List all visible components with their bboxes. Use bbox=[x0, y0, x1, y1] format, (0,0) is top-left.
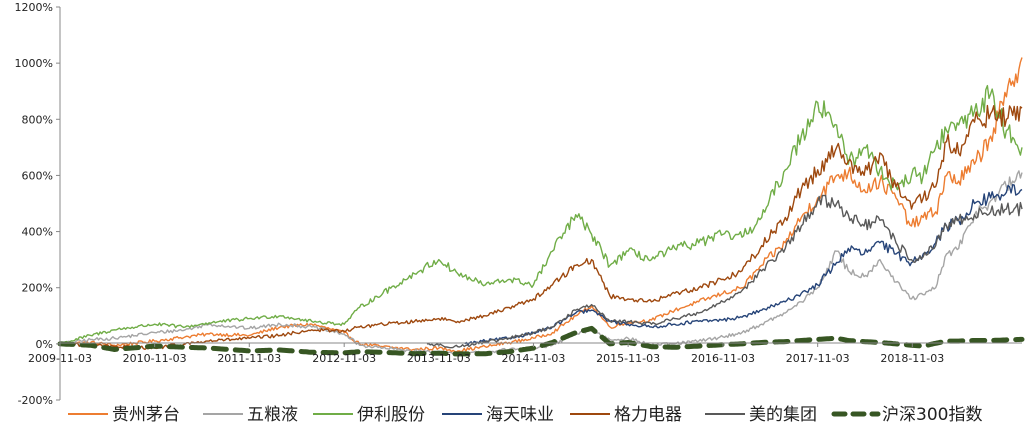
x-tick-label: 2009-11-03 bbox=[28, 352, 92, 365]
y-tick-label: 600% bbox=[22, 169, 53, 182]
series-line-5 bbox=[59, 104, 1023, 350]
legend-label: 海天味业 bbox=[486, 405, 554, 425]
x-tick-label: 2011-11-03 bbox=[217, 352, 281, 365]
legend-item-6: 美的集团 bbox=[705, 405, 817, 425]
legend-label: 沪深300指数 bbox=[882, 405, 982, 425]
legend-label: 格力电器 bbox=[614, 405, 682, 425]
legend-item-3: 伊利股份 bbox=[313, 405, 425, 425]
y-tick-label: 800% bbox=[22, 113, 53, 126]
series-line-1 bbox=[59, 57, 1023, 353]
x-tick-label: 2012-11-03 bbox=[312, 352, 376, 365]
legend-item-4: 海天味业 bbox=[442, 405, 554, 425]
series-line-3 bbox=[59, 84, 1023, 345]
y-tick-label: 400% bbox=[22, 226, 53, 239]
y-tick-label: -200% bbox=[18, 394, 53, 407]
legend-label: 美的集团 bbox=[749, 405, 817, 425]
legend-label: 贵州茅台 bbox=[112, 405, 180, 425]
y-tick-label: 1200% bbox=[15, 1, 53, 14]
x-tick-label: 2018-11-03 bbox=[880, 352, 944, 365]
x-tick-label: 2017-11-03 bbox=[786, 352, 850, 365]
legend-label: 五粮液 bbox=[247, 405, 298, 425]
legend-item-5: 格力电器 bbox=[570, 405, 682, 425]
legend-item-7: 沪深300指数 bbox=[831, 405, 982, 425]
plot-lines bbox=[57, 57, 1025, 357]
series-line-6 bbox=[426, 194, 1023, 349]
x-tick-label: 2013-11-03 bbox=[407, 352, 471, 365]
x-tick-label: 2010-11-03 bbox=[123, 352, 187, 365]
x-tick-label: 2016-11-03 bbox=[691, 352, 755, 365]
series-line-7 bbox=[57, 325, 1025, 357]
legend-item-1: 贵州茅台 bbox=[68, 405, 180, 425]
series-line-2 bbox=[59, 170, 1023, 356]
legend-label: 伊利股份 bbox=[357, 405, 425, 425]
x-tick-label: 2015-11-03 bbox=[596, 352, 660, 365]
legend: 贵州茅台 五粮液 伊利股份 海天味业 格力电器 美的集团 沪深300指数 bbox=[68, 405, 982, 425]
axes: -200% 0% 200% 400% 600% 800% 1000% 1200% 2009-11… bbox=[15, 1, 1022, 407]
x-tick-label: 2014-11-03 bbox=[502, 352, 566, 365]
y-tick-label: 0% bbox=[36, 338, 53, 351]
y-tick-label: 200% bbox=[22, 282, 53, 295]
y-tick-label: 1000% bbox=[15, 57, 53, 70]
legend-item-2: 五粮液 bbox=[203, 405, 298, 425]
